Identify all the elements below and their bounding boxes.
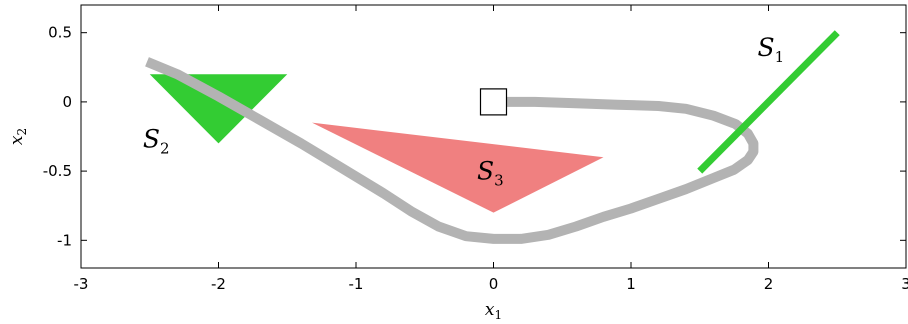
x-axis-label: x1 (485, 300, 502, 322)
x-tick-label: 3 (901, 275, 908, 293)
y-tick-label: 0 (62, 93, 72, 111)
set-s1-label: S1 (758, 33, 785, 66)
set-label-sub: 3 (494, 171, 504, 189)
x-tick-label: 0 (489, 275, 499, 293)
marks-layer (479, 30, 840, 174)
set-label-main: S (758, 33, 775, 62)
x-tick-label: -2 (211, 275, 226, 293)
set-s1-segment (697, 30, 840, 174)
set-label-main: S (143, 125, 160, 154)
y-tick-label: 0.5 (48, 24, 72, 42)
y-tick-label: -1 (57, 231, 72, 249)
set-fills-layer (149, 74, 604, 213)
y-axis-label-sub: 2 (15, 128, 29, 136)
set-s2-polygon (149, 74, 288, 144)
set-s2-label: S2 (143, 125, 170, 158)
trajectory-layer (145, 57, 759, 244)
y-tick-label: -0.5 (43, 162, 72, 180)
x-tick-label: -3 (74, 275, 89, 293)
set-s3-polygon (312, 122, 604, 213)
x-tick-label: 1 (626, 275, 636, 293)
x-axis-label-main: x (485, 300, 495, 320)
plot-frame (80, 4, 907, 269)
y-axis-label: x2 (7, 128, 29, 145)
set-label-sub: 2 (160, 140, 170, 158)
start-marker-square (479, 88, 508, 116)
x-tick-label: -1 (349, 275, 364, 293)
x-axis-label-sub: 1 (494, 308, 502, 322)
set-label-sub: 1 (775, 48, 785, 66)
trajectory-path (145, 57, 759, 244)
y-axis-label-main: x (7, 135, 27, 145)
set-label-main: S (477, 156, 494, 185)
ticks-layer: -3 -2 -1 0 1 2 3 -1 -0.5 0 0.5 (43, 5, 908, 293)
x-tick-label: 2 (764, 275, 774, 293)
set-s3-label: S3 (477, 156, 504, 189)
